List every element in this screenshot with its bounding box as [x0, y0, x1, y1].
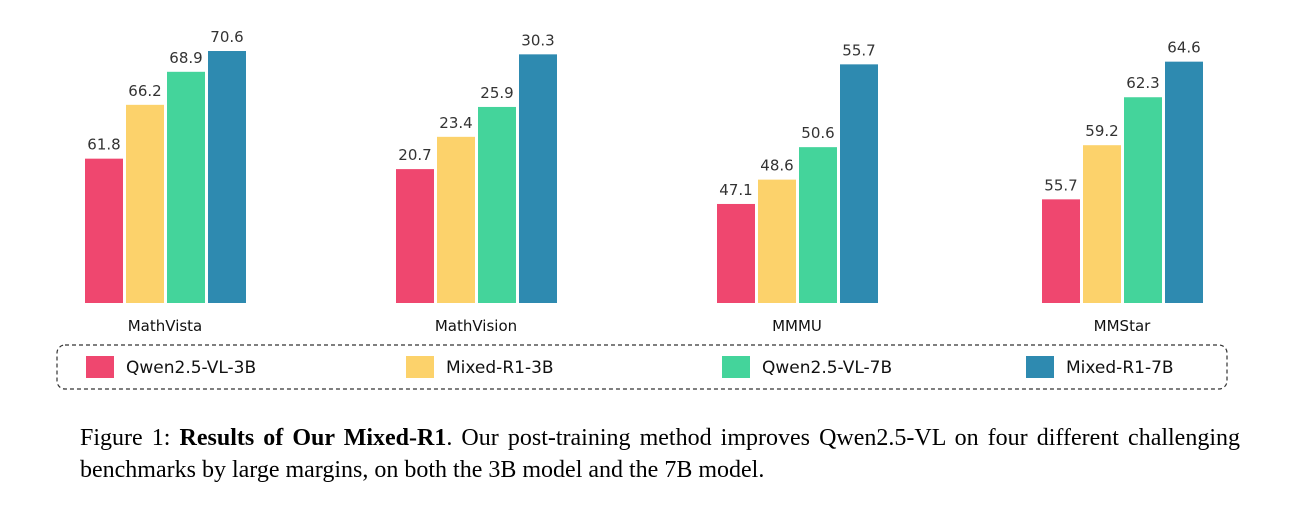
value-label-mathvista-mixed-r1-7b: 70.6 — [210, 28, 243, 46]
value-label-mathvision-qwen2-5-vl-3b: 20.7 — [398, 146, 431, 164]
legend-swatch-mixed-r1-3b — [406, 356, 434, 378]
legend-label-qwen2-5-vl-7b: Qwen2.5-VL-7B — [762, 358, 892, 378]
legend-label-qwen2-5-vl-3b: Qwen2.5-VL-3B — [126, 358, 256, 378]
value-label-mmmu-mixed-r1-7b: 55.7 — [842, 41, 875, 59]
legend-swatch-qwen2-5-vl-3b — [86, 356, 114, 378]
category-label-mathvista: MathVista — [128, 317, 203, 335]
bar-mmmu-qwen2-5-vl-3b — [717, 203, 755, 303]
category-label-mathvision: MathVision — [435, 317, 517, 335]
bar-chart: 61.8 66.2 68.9 70.6 20.7 23.4 25.9 30.3 47.1 48.6… — [56, 28, 1228, 390]
bar-mmmu-qwen2-5-vl-7b — [799, 147, 837, 303]
legend-label-mixed-r1-3b: Mixed-R1-3B — [446, 358, 554, 378]
bar-mmstar-qwen2-5-vl-3b — [1042, 199, 1080, 303]
bar-mmstar-mixed-r1-7b — [1165, 61, 1203, 303]
chart-svg: 61.8 66.2 68.9 70.6 20.7 23.4 25.9 30.3 47.1 48.6… — [56, 28, 1228, 390]
value-label-mmmu-qwen2-5-vl-3b: 47.1 — [719, 181, 752, 199]
category-label-mmstar: MMStar — [1094, 317, 1151, 335]
caption-bold: Results of Our Mixed-R1 — [179, 425, 447, 451]
legend: Qwen2.5-VL-3B Mixed-R1-3B Qwen2.5-VL-7B Mix… — [56, 344, 1228, 390]
value-label-mmstar-mixed-r1-7b: 64.6 — [1167, 39, 1200, 57]
value-label-mmmu-mixed-r1-3b: 48.6 — [760, 157, 793, 175]
value-label-mmstar-qwen2-5-vl-7b: 62.3 — [1126, 74, 1159, 92]
value-label-mathvision-mixed-r1-3b: 23.4 — [439, 114, 472, 132]
bar-mathvision-mixed-r1-3b — [437, 136, 475, 303]
bar-mathvista-mixed-r1-3b — [126, 104, 164, 304]
category-label-mmmu: MMMU — [772, 317, 822, 335]
bar-mathvision-qwen2-5-vl-3b — [396, 169, 434, 303]
bar-mmmu-mixed-r1-7b — [840, 64, 878, 303]
bar-mathvista-mixed-r1-7b — [208, 51, 246, 303]
value-label-mathvision-qwen2-5-vl-7b: 25.9 — [480, 84, 513, 102]
value-label-mmmu-qwen2-5-vl-7b: 50.6 — [801, 124, 834, 142]
bar-mmmu-mixed-r1-3b — [758, 179, 796, 303]
bar-mathvision-mixed-r1-7b — [519, 54, 557, 303]
bar-mmstar-mixed-r1-3b — [1083, 145, 1121, 303]
legend-label-mixed-r1-7b: Mixed-R1-7B — [1066, 358, 1174, 378]
legend-swatch-qwen2-5-vl-7b — [722, 356, 750, 378]
bars-layer — [85, 51, 1203, 304]
bar-mathvista-qwen2-5-vl-3b — [85, 158, 123, 303]
bar-mathvision-qwen2-5-vl-7b — [478, 106, 516, 303]
legend-border — [56, 344, 1228, 390]
value-label-mathvista-mixed-r1-3b: 66.2 — [128, 82, 161, 100]
value-label-mmstar-mixed-r1-3b: 59.2 — [1085, 122, 1118, 140]
caption-text: . Our post-training method improves Qwen… — [80, 425, 1240, 483]
category-labels-layer: MathVista MathVision MMMU MMStar — [128, 317, 1151, 335]
bar-mmstar-qwen2-5-vl-7b — [1124, 97, 1162, 303]
caption-prefix: Figure 1: — [80, 425, 171, 451]
value-label-mmstar-qwen2-5-vl-3b: 55.7 — [1044, 176, 1077, 194]
legend-swatch-mixed-r1-7b — [1026, 356, 1054, 378]
figure-caption: Figure 1: Results of Our Mixed-R1. Our p… — [80, 422, 1240, 486]
bar-mathvista-qwen2-5-vl-7b — [167, 71, 205, 303]
value-label-mathvista-qwen2-5-vl-3b: 61.8 — [87, 136, 120, 154]
value-labels-layer: 61.8 66.2 68.9 70.6 20.7 23.4 25.9 30.3 47.1 48.6… — [87, 28, 1200, 199]
value-label-mathvision-mixed-r1-7b: 30.3 — [521, 31, 554, 49]
value-label-mathvista-qwen2-5-vl-7b: 68.9 — [169, 49, 202, 67]
